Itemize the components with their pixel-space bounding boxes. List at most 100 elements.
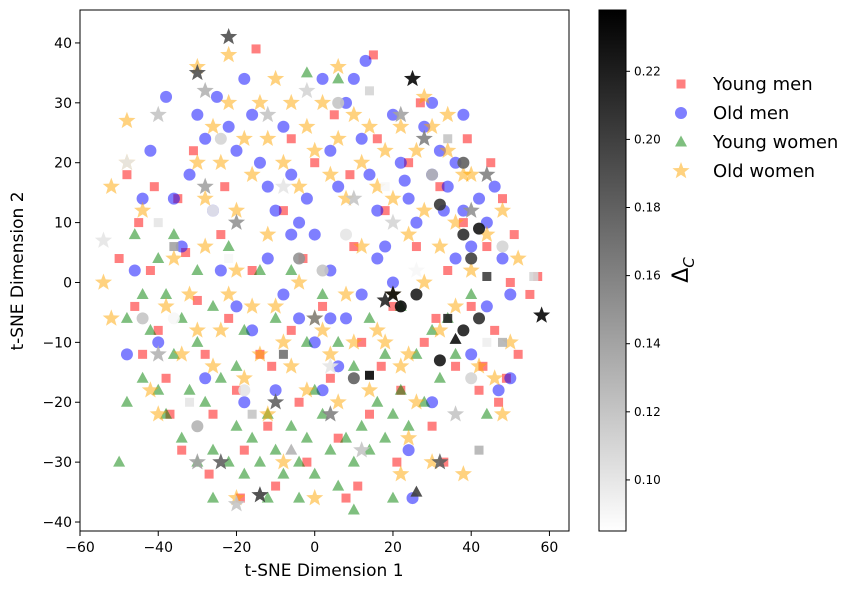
grey-point [191, 420, 204, 433]
old-women-point [337, 285, 355, 302]
young-men-point [188, 146, 198, 156]
young-men-point [231, 385, 241, 395]
colorbar-tick-label: 0.14 [634, 337, 661, 351]
old-women-point [321, 165, 339, 182]
young-men-point [200, 349, 210, 359]
old-women-point [329, 129, 347, 147]
young-men-point [419, 337, 429, 347]
young-men-point [497, 194, 507, 204]
young-men-point [462, 134, 472, 144]
old-men-point [465, 348, 478, 361]
young-women-point [394, 383, 407, 395]
old-men-point [277, 288, 290, 301]
young-women-point [183, 383, 196, 395]
old-men-point [128, 264, 141, 277]
old-men-point [324, 312, 337, 325]
grey-point [247, 409, 257, 419]
old-women-point [368, 321, 386, 338]
old-women-point [274, 153, 292, 170]
old-men-point [253, 156, 266, 169]
old-women-point [360, 381, 379, 398]
old-women-point [493, 405, 512, 422]
colorbar-tick-label: 0.12 [634, 405, 661, 419]
old-men-point [160, 90, 173, 103]
grey-point [376, 291, 394, 308]
grey-point [384, 285, 402, 302]
old-women-point [313, 321, 332, 338]
y-tick-label: 20 [54, 156, 72, 172]
grey-point [332, 96, 345, 109]
young-men-point [310, 158, 320, 168]
young-men-point [122, 170, 132, 180]
young-men-point [505, 277, 515, 287]
old-men-point [410, 216, 423, 229]
young-men-point [181, 248, 191, 258]
grey-point [457, 156, 470, 169]
old-women-point [134, 201, 152, 218]
old-women-point [235, 129, 253, 147]
x-tick-label: 0 [310, 540, 319, 556]
old-women-point [446, 213, 465, 230]
young-men-point [333, 433, 343, 443]
young-women-point [199, 395, 212, 407]
grey-point [473, 222, 486, 235]
old-men-point [402, 192, 415, 205]
grey-point [449, 332, 462, 344]
old-women-point [415, 201, 433, 218]
young-women-point [371, 395, 384, 407]
old-women-point [298, 117, 316, 135]
young-women-point [480, 407, 493, 419]
old-women-point [259, 129, 277, 147]
grey-point [410, 288, 423, 301]
old-women-point [368, 177, 386, 194]
old-women-point [259, 405, 277, 422]
old-men-point [332, 180, 345, 193]
old-men-point [492, 384, 505, 397]
old-men-point [230, 144, 243, 157]
old-women-point [360, 117, 379, 135]
young-men-point [251, 44, 261, 54]
old-men-point [293, 216, 306, 229]
y-tick-label: 30 [54, 96, 72, 112]
old-women-point [439, 141, 457, 159]
old-women-point [345, 333, 363, 350]
young-women-point [214, 371, 227, 383]
old-women-point [220, 45, 238, 63]
young-women-point [293, 455, 306, 467]
old-women-point [212, 321, 230, 338]
grey-point [426, 168, 439, 181]
young-men-point [435, 182, 445, 192]
young-women-point [230, 359, 243, 371]
old-men-point [167, 192, 180, 205]
old-men-point [277, 120, 290, 133]
colorbar [598, 9, 627, 532]
old-men-point [214, 264, 227, 277]
old-women-point [353, 237, 371, 254]
old-women-point [282, 357, 300, 374]
young-women-point [120, 395, 133, 407]
old-men-point [246, 108, 259, 121]
young-women-point [355, 419, 368, 431]
old-men-point [488, 180, 501, 193]
young-men-point [165, 409, 175, 419]
young-men-point [341, 493, 351, 503]
old-women-point [282, 93, 300, 111]
legend-marker-old-women [672, 162, 690, 179]
old-women-point [313, 93, 332, 111]
young-men-point [368, 50, 378, 60]
young-women-point [285, 264, 298, 275]
grey-point [214, 132, 227, 145]
young-men-point [486, 158, 496, 168]
grey-point [188, 453, 206, 470]
old-women-point [329, 393, 347, 410]
grey-point [167, 312, 180, 325]
young-women-point [207, 491, 220, 503]
young-women-point [136, 371, 149, 383]
y-tick-label: 0 [63, 275, 72, 291]
old-women-point [290, 177, 308, 194]
young-men-point [149, 182, 159, 192]
x-tick-label: −60 [65, 540, 95, 556]
old-men-point [285, 168, 298, 181]
young-women-point [113, 455, 126, 467]
young-women-point [363, 443, 376, 455]
